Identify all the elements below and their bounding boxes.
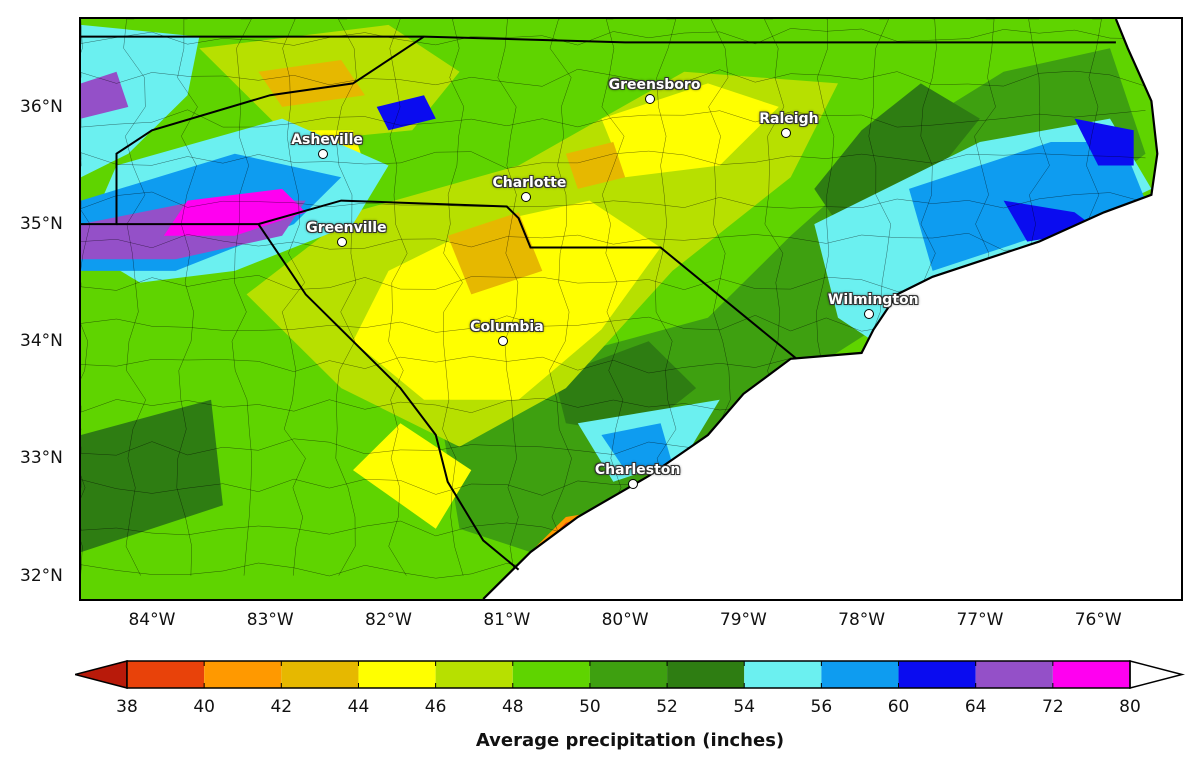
- colorbar-tick-label: 38: [116, 697, 138, 717]
- city-label: Columbia: [470, 319, 544, 336]
- coastline: [482, 19, 1159, 599]
- lon-tick-label: 84°W: [128, 610, 176, 630]
- lon-tick-label: 82°W: [365, 610, 412, 630]
- lat-tick-label: 32°N: [20, 565, 63, 586]
- colorbar-segment: [435, 661, 513, 688]
- colorbar-title: Average precipitation (inches): [475, 730, 785, 751]
- colorbar-tick-label: 40: [193, 697, 215, 717]
- colorbar-tick-label: 48: [501, 697, 524, 717]
- colorbar-tick-label: 60: [887, 697, 910, 717]
- colorbar-segment: [1052, 661, 1130, 688]
- colorbar-extend-high: [1129, 660, 1185, 689]
- state-boundaries: [81, 35, 1116, 571]
- city-label: Raleigh: [759, 110, 819, 127]
- city-label: Asheville: [291, 131, 363, 148]
- colorbar-tick-label: 46: [424, 697, 447, 717]
- precip-region: [258, 60, 365, 107]
- colorbar: [75, 660, 1185, 689]
- city-label: Wilmington: [827, 292, 919, 309]
- city-marker: [863, 309, 874, 320]
- ocean: [81, 19, 1181, 599]
- city-marker: [644, 93, 655, 104]
- precip-region: [601, 423, 673, 471]
- colorbar-segment: [281, 661, 359, 688]
- city-marker: [780, 127, 791, 138]
- colorbar-segment: [127, 661, 205, 688]
- colorbar-tick-label: 64: [964, 697, 987, 717]
- lat-tick-label: 34°N: [20, 331, 63, 352]
- lon-tick-label: 76°W: [1074, 610, 1122, 630]
- precip-region: [353, 423, 472, 529]
- colorbar-tick-label: 54: [733, 697, 756, 717]
- colorbar-tick-label: 52: [656, 697, 678, 717]
- lat-tick-label: 36°N: [20, 96, 63, 117]
- colorbar-extend-low: [75, 660, 128, 689]
- precip-region: [814, 83, 980, 225]
- lon-tick-label: 78°W: [838, 610, 886, 630]
- precip-region: [376, 95, 436, 131]
- colorbar-segment: [821, 661, 899, 688]
- city-marker: [520, 192, 531, 203]
- precip-region: [447, 212, 543, 295]
- precip-region: [81, 399, 223, 553]
- colorbar-tick-label: 44: [347, 697, 370, 717]
- colorbar-segment: [589, 661, 668, 688]
- colorbar-tick-label: 80: [1119, 697, 1141, 717]
- city-marker: [628, 479, 639, 490]
- lon-tick-label: 77°W: [956, 610, 1004, 630]
- precip-region: [565, 142, 626, 189]
- city-marker: [498, 336, 509, 347]
- colorbar-outline: [126, 660, 1131, 689]
- colorbar-segment: [975, 661, 1053, 688]
- colorbar-segment: [512, 661, 590, 688]
- colorbar-tick-label: 50: [579, 697, 601, 717]
- city-label: Charleston: [594, 462, 681, 479]
- city-label: Greensboro: [608, 76, 701, 93]
- precipitation-map: [79, 17, 1183, 601]
- precip-region: [1074, 118, 1134, 166]
- colorbar-segment: [898, 661, 976, 688]
- city-marker: [337, 236, 348, 247]
- lon-tick-label: 81°W: [483, 610, 531, 630]
- precip-region: [353, 200, 661, 400]
- colorbar-tick-label: 42: [270, 697, 293, 717]
- colorbar-tick-label: 56: [810, 697, 833, 717]
- colorbar-segment: [744, 661, 822, 688]
- colorbar-segment: [667, 661, 745, 688]
- lat-tick-label: 35°N: [20, 214, 63, 235]
- lat-tick-label: 33°N: [20, 448, 63, 469]
- city-label: Charlotte: [492, 175, 567, 192]
- precip-region: [81, 24, 200, 178]
- city-label: Greenville: [306, 219, 387, 236]
- map-canvas: [81, 19, 1181, 599]
- colorbar-segment: [358, 661, 436, 688]
- city-marker: [318, 148, 329, 159]
- colorbar-tick-label: 72: [1042, 697, 1064, 717]
- lon-tick-label: 80°W: [601, 610, 649, 630]
- precip-region: [601, 83, 779, 178]
- lon-tick-label: 79°W: [719, 610, 767, 630]
- lon-tick-label: 83°W: [246, 610, 294, 630]
- colorbar-segment: [204, 661, 282, 688]
